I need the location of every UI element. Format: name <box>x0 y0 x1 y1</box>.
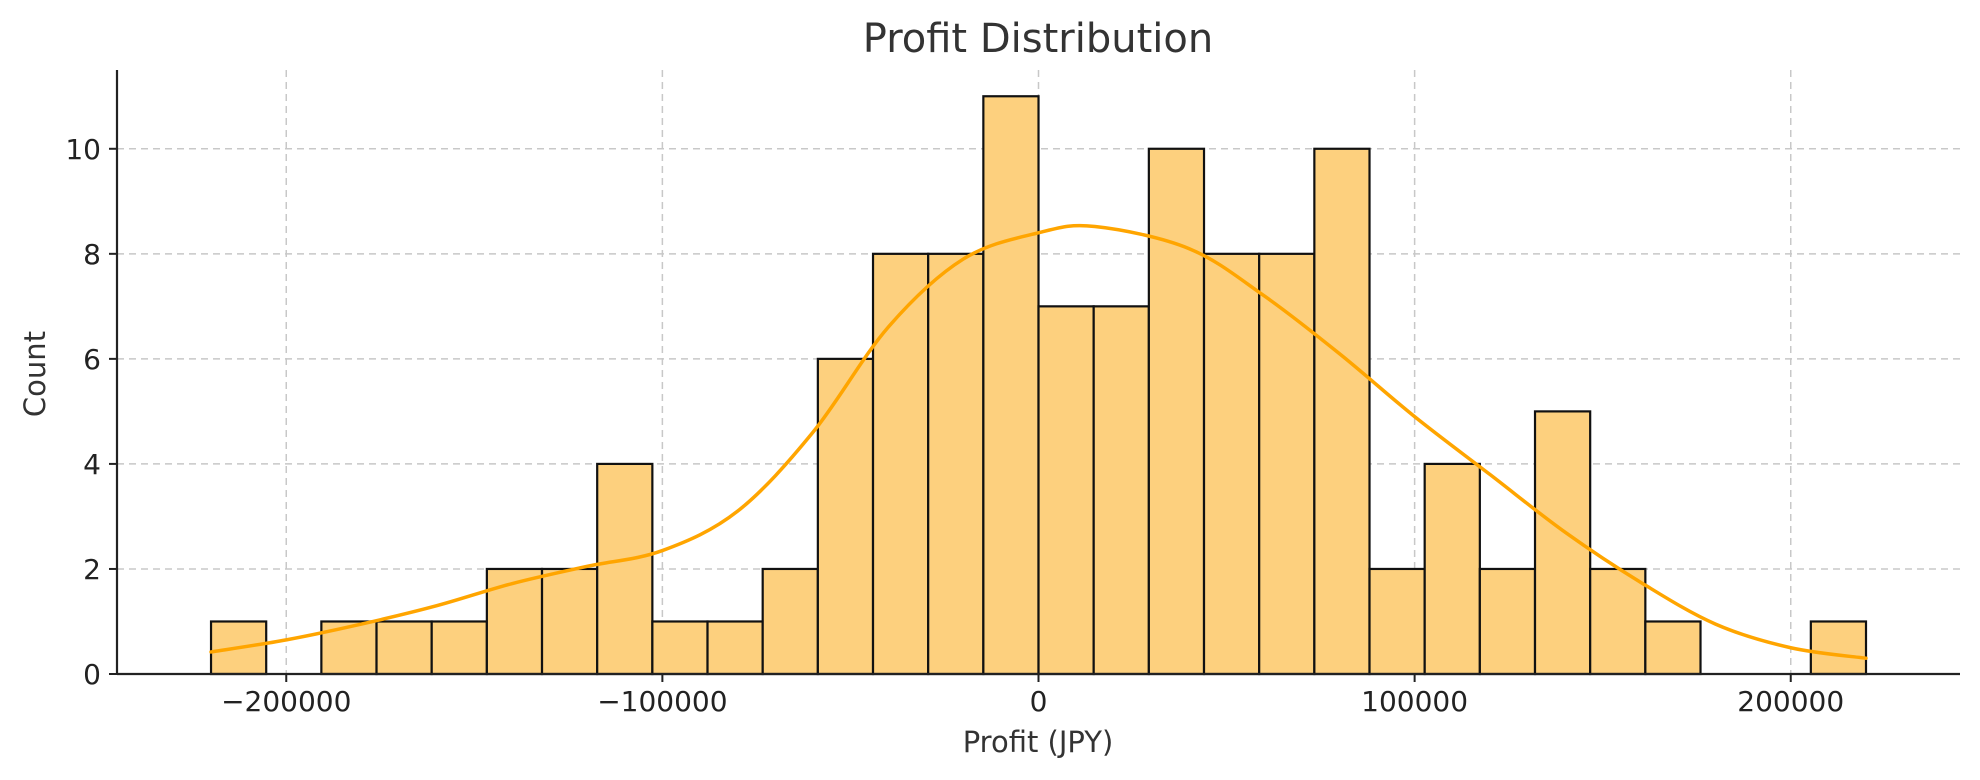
histogram-bar <box>927 252 985 676</box>
kde-curve-layer <box>209 223 1868 660</box>
y-tick-label: 4 <box>83 448 101 481</box>
histogram-bar <box>1258 252 1316 676</box>
y-tick-label: 8 <box>83 238 101 271</box>
y-tick-label: 0 <box>83 658 101 691</box>
histogram-bar <box>430 620 488 676</box>
axes: 0 2 4 6 8 10 −200000 −100000 0 100000 200000 <box>65 70 1960 718</box>
kde-curve <box>209 223 1868 660</box>
histogram-bar <box>982 95 1040 676</box>
histogram-bar <box>1202 252 1261 676</box>
histogram-bar <box>706 620 764 676</box>
y-tick-label: 2 <box>83 553 101 586</box>
histogram-bar <box>1147 147 1206 676</box>
histogram-bar <box>871 252 930 676</box>
histogram-bar <box>1589 567 1647 676</box>
histogram-bar <box>540 567 599 676</box>
histogram-bars <box>209 95 1868 676</box>
x-tick-label: 100000 <box>1361 685 1468 718</box>
x-tick-label: 0 <box>1030 685 1048 718</box>
histogram-bar <box>1478 567 1537 676</box>
histogram-bar <box>816 357 875 676</box>
histogram-bar <box>761 567 819 676</box>
x-tick-label: −200000 <box>221 685 351 718</box>
histogram-bar <box>1809 620 1868 676</box>
x-tick-label: −100000 <box>597 685 727 718</box>
x-tick-label: 200000 <box>1737 685 1844 718</box>
y-tick-label: 10 <box>65 133 101 166</box>
histogram-bar <box>375 620 433 676</box>
histogram-bar <box>1423 462 1481 676</box>
histogram-bar <box>1644 620 1702 676</box>
chart-title: Profit Distribution <box>863 16 1213 62</box>
x-axis-label: Profit (JPY) <box>963 725 1114 759</box>
histogram-bar <box>1368 567 1426 676</box>
histogram-bar <box>1313 147 1371 676</box>
y-tick-label: 6 <box>83 343 101 376</box>
histogram-bar <box>1037 305 1095 676</box>
histogram-bar <box>1092 305 1150 676</box>
y-axis-label: Count <box>18 331 52 417</box>
histogram-bar <box>596 462 654 676</box>
histogram-bar <box>651 620 709 676</box>
